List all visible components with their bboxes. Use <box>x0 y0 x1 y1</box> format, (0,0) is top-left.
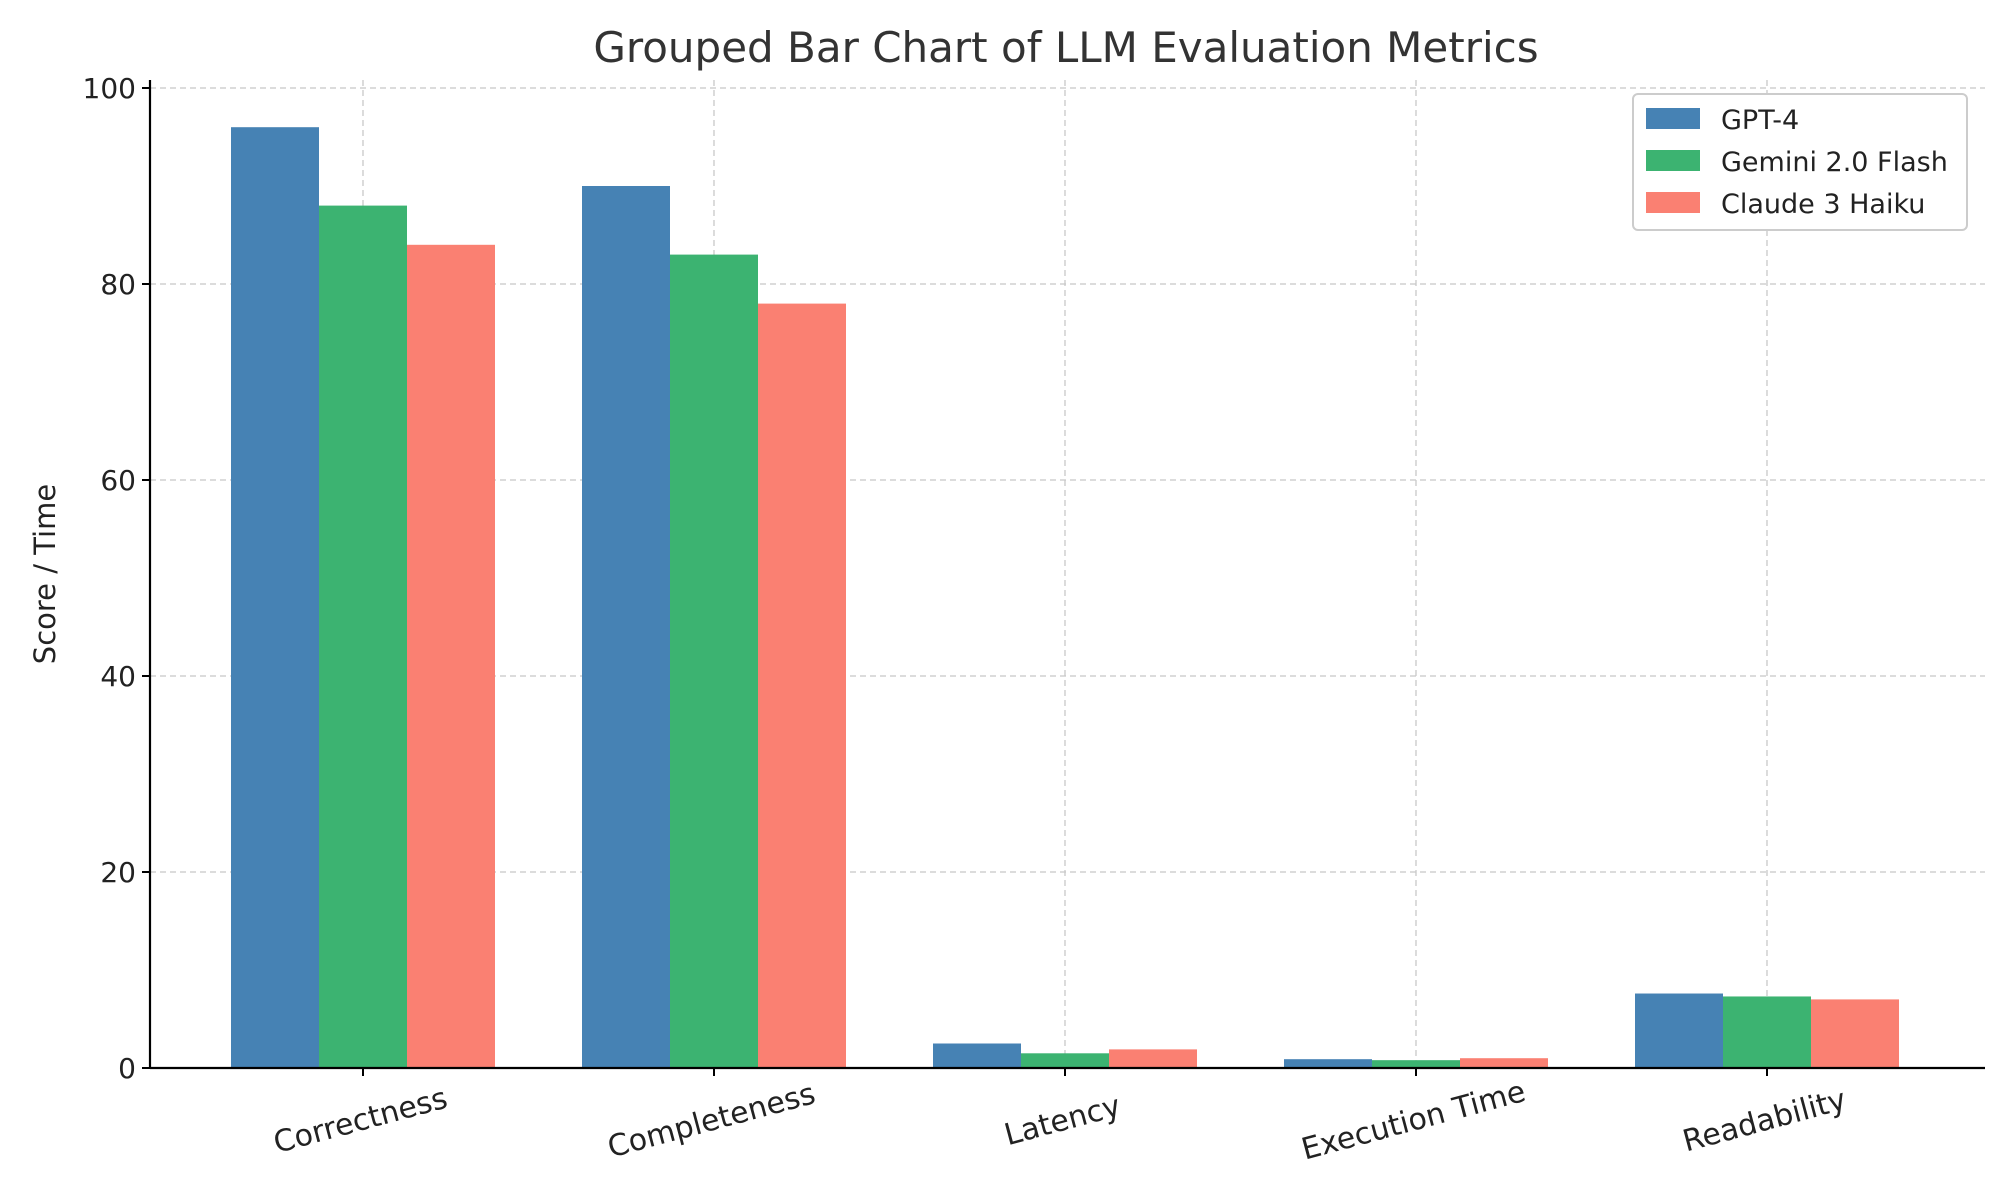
y-tick-label: 100 <box>83 72 136 105</box>
bar-claude-3-haiku-execution-time <box>1460 1058 1548 1068</box>
y-tick-label: 60 <box>100 464 136 497</box>
bar-gpt-4-completeness <box>582 186 670 1068</box>
x-tick-label: Readability <box>1679 1082 1850 1159</box>
bar-gpt-4-execution-time <box>1284 1059 1372 1068</box>
chart-title: Grouped Bar Chart of LLM Evaluation Metr… <box>593 23 1538 72</box>
bar-gpt-4-correctness <box>231 127 319 1068</box>
legend-swatch <box>1646 150 1700 171</box>
y-axis-label: Score / Time <box>28 484 62 664</box>
bar-gpt-4-readability <box>1635 993 1723 1068</box>
legend: GPT-4 Gemini 2.0 Flash Claude 3 Haiku <box>1632 93 1968 231</box>
bar-gemini-2-0-flash-correctness <box>319 205 407 1069</box>
y-tick-label: 40 <box>100 660 136 693</box>
bar-gemini-2-0-flash-completeness <box>670 254 758 1069</box>
axes <box>142 80 1985 1076</box>
bar-gemini-2-0-flash-execution-time <box>1372 1060 1460 1068</box>
x-tick-label: Correctness <box>270 1081 451 1161</box>
y-tick-labels: 0 20 40 60 80 100 <box>83 72 136 1085</box>
x-tick-label: Execution Time <box>1298 1074 1529 1167</box>
x-tick-label: Completeness <box>604 1076 819 1165</box>
legend-swatch <box>1646 192 1700 213</box>
bar-gemini-2-0-flash-latency <box>1021 1053 1109 1068</box>
bars <box>231 127 1899 1069</box>
legend-label: GPT-4 <box>1721 105 1799 136</box>
legend-label: Claude 3 Haiku <box>1721 189 1925 220</box>
bar-claude-3-haiku-readability <box>1811 999 1899 1068</box>
x-tick-labels: Correctness Completeness Latency Execution … <box>270 1074 1850 1167</box>
legend-label: Gemini 2.0 Flash <box>1721 147 1948 178</box>
y-tick-label: 80 <box>100 268 136 301</box>
bar-claude-3-haiku-correctness <box>407 244 495 1069</box>
legend-frame <box>1632 93 1968 231</box>
bar-gpt-4-latency <box>933 1043 1021 1068</box>
bar-gemini-2-0-flash-readability <box>1723 996 1811 1068</box>
y-tick-label: 0 <box>118 1052 136 1085</box>
x-tick-label: Latency <box>1001 1089 1125 1154</box>
bar-claude-3-haiku-completeness <box>758 303 846 1069</box>
bar-claude-3-haiku-latency <box>1109 1049 1197 1068</box>
y-tick-label: 20 <box>100 856 136 889</box>
legend-swatch <box>1646 108 1700 129</box>
